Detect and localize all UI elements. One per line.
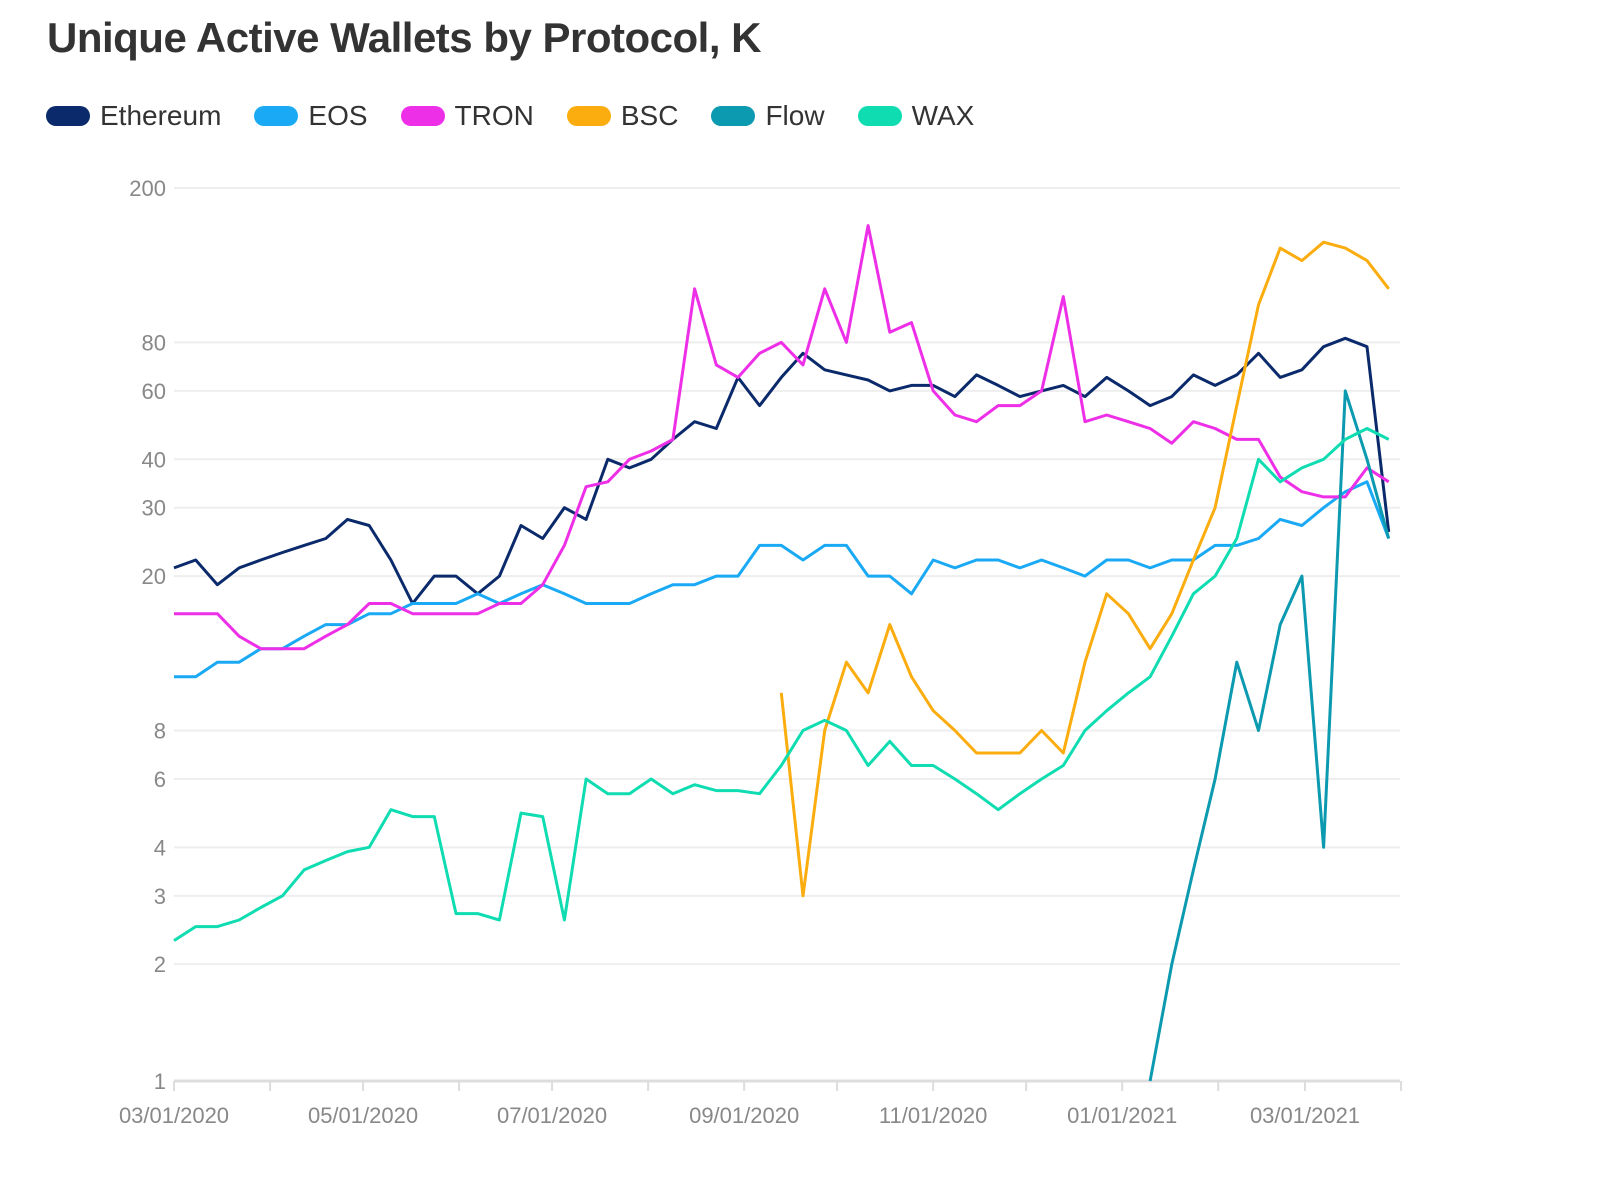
legend: Ethereum EOS TRON BSC Flow WAX	[46, 100, 1007, 132]
legend-swatch	[46, 106, 90, 126]
legend-item-flow[interactable]: Flow	[711, 100, 825, 132]
chart-title: Unique Active Wallets by Protocol, K	[47, 14, 762, 61]
legend-label: TRON	[454, 100, 534, 131]
series-line-wax	[173, 427, 1390, 942]
y-tick-label: 60	[142, 379, 166, 404]
y-tick-label: 4	[154, 835, 166, 860]
legend-label: Ethereum	[100, 100, 222, 131]
x-tick-label: 03/01/2021	[1250, 1103, 1360, 1128]
x-tick-label: 03/01/2020	[119, 1103, 229, 1128]
y-tick-label: 200	[129, 176, 166, 201]
legend-item-eos[interactable]: EOS	[254, 100, 368, 132]
legend-label: BSC	[620, 100, 679, 131]
y-tick-label: 80	[142, 330, 166, 355]
legend-swatch	[400, 106, 445, 126]
legend-label: EOS	[308, 100, 368, 131]
x-tick-label: 05/01/2020	[308, 1103, 418, 1128]
legend-item-bsc[interactable]: BSC	[566, 100, 679, 132]
legend-swatch	[566, 106, 611, 126]
series-line-bsc	[779, 240, 1390, 898]
y-tick-label: 40	[142, 447, 166, 472]
y-tick-label: 2	[154, 952, 166, 977]
x-tick-label: 11/01/2020	[879, 1103, 987, 1128]
y-tick-label: 30	[142, 496, 166, 521]
x-tick-label: 01/01/2021	[1067, 1103, 1177, 1128]
legend-swatch	[857, 106, 902, 126]
legend-label: WAX	[911, 100, 975, 131]
series-line-tron	[174, 224, 1390, 651]
series-line-ethereum	[173, 336, 1391, 605]
series-line-eos	[174, 480, 1391, 679]
legend-item-ethereum[interactable]: Ethereum	[46, 100, 221, 132]
y-tick-label: 6	[154, 767, 166, 792]
y-tick-label: 3	[154, 884, 166, 909]
legend-item-tron[interactable]: TRON	[400, 100, 534, 132]
legend-item-wax[interactable]: WAX	[857, 100, 975, 132]
x-tick-label: 09/01/2020	[689, 1103, 799, 1128]
y-tick-label: 1	[154, 1069, 166, 1094]
legend-swatch	[711, 106, 756, 126]
y-tick-label: 8	[154, 719, 166, 744]
legend-swatch	[254, 106, 299, 126]
series-line-flow	[1148, 389, 1391, 1082]
legend-label: Flow	[765, 100, 825, 131]
y-tick-label: 20	[142, 564, 166, 589]
x-tick-label: 07/01/2020	[497, 1103, 607, 1128]
